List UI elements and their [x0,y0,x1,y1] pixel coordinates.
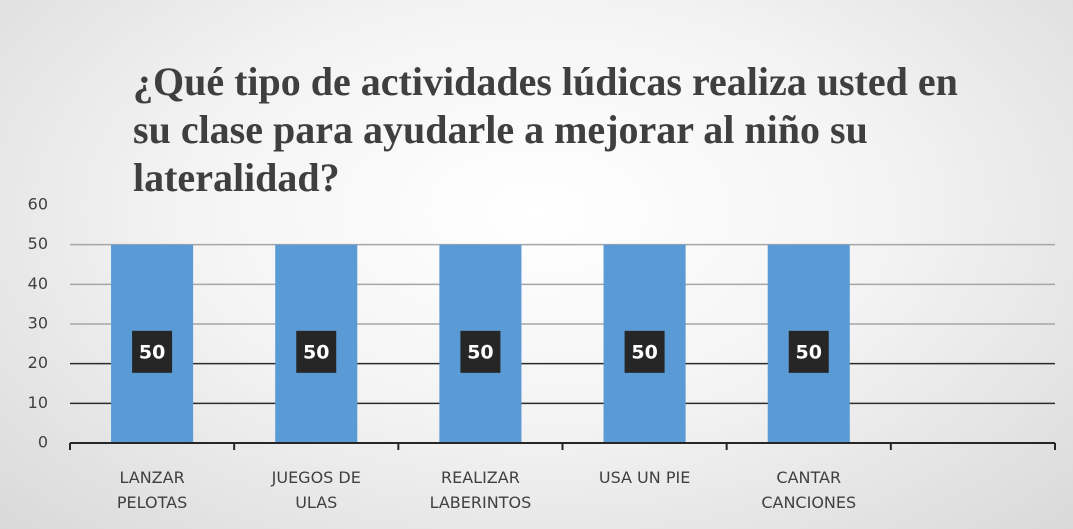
data-label-box [132,330,173,373]
y-tick-label: 30 [28,314,48,333]
x-tick-label: USA UN PIE [598,468,691,487]
data-label-box [296,330,337,373]
y-tick-label: 10 [28,393,48,412]
y-tick-label: 20 [28,353,48,372]
x-tick-label: CANTAR CANCIONES [761,468,857,512]
data-label: 50 [631,341,657,363]
y-tick-label: 50 [28,234,48,253]
data-label: 50 [303,341,329,363]
data-label: 50 [467,341,493,363]
y-tick-label: 0 [38,433,48,452]
data-label: 50 [796,341,822,363]
data-label: 50 [139,341,165,363]
data-label-box [788,330,829,373]
x-tick-label: JUEGOS DE ULAS [271,468,361,512]
chart-title: ¿Qué tipo de actividades lúdicas realiza… [133,59,958,200]
data-label-box [460,330,501,373]
data-label-box [624,330,665,373]
x-tick-label: REALIZAR LABERINTOS [429,468,532,512]
x-tick-label: LANZAR PELOTAS [116,468,188,512]
y-tick-label: 60 [28,195,48,214]
y-tick-label: 40 [28,274,48,293]
